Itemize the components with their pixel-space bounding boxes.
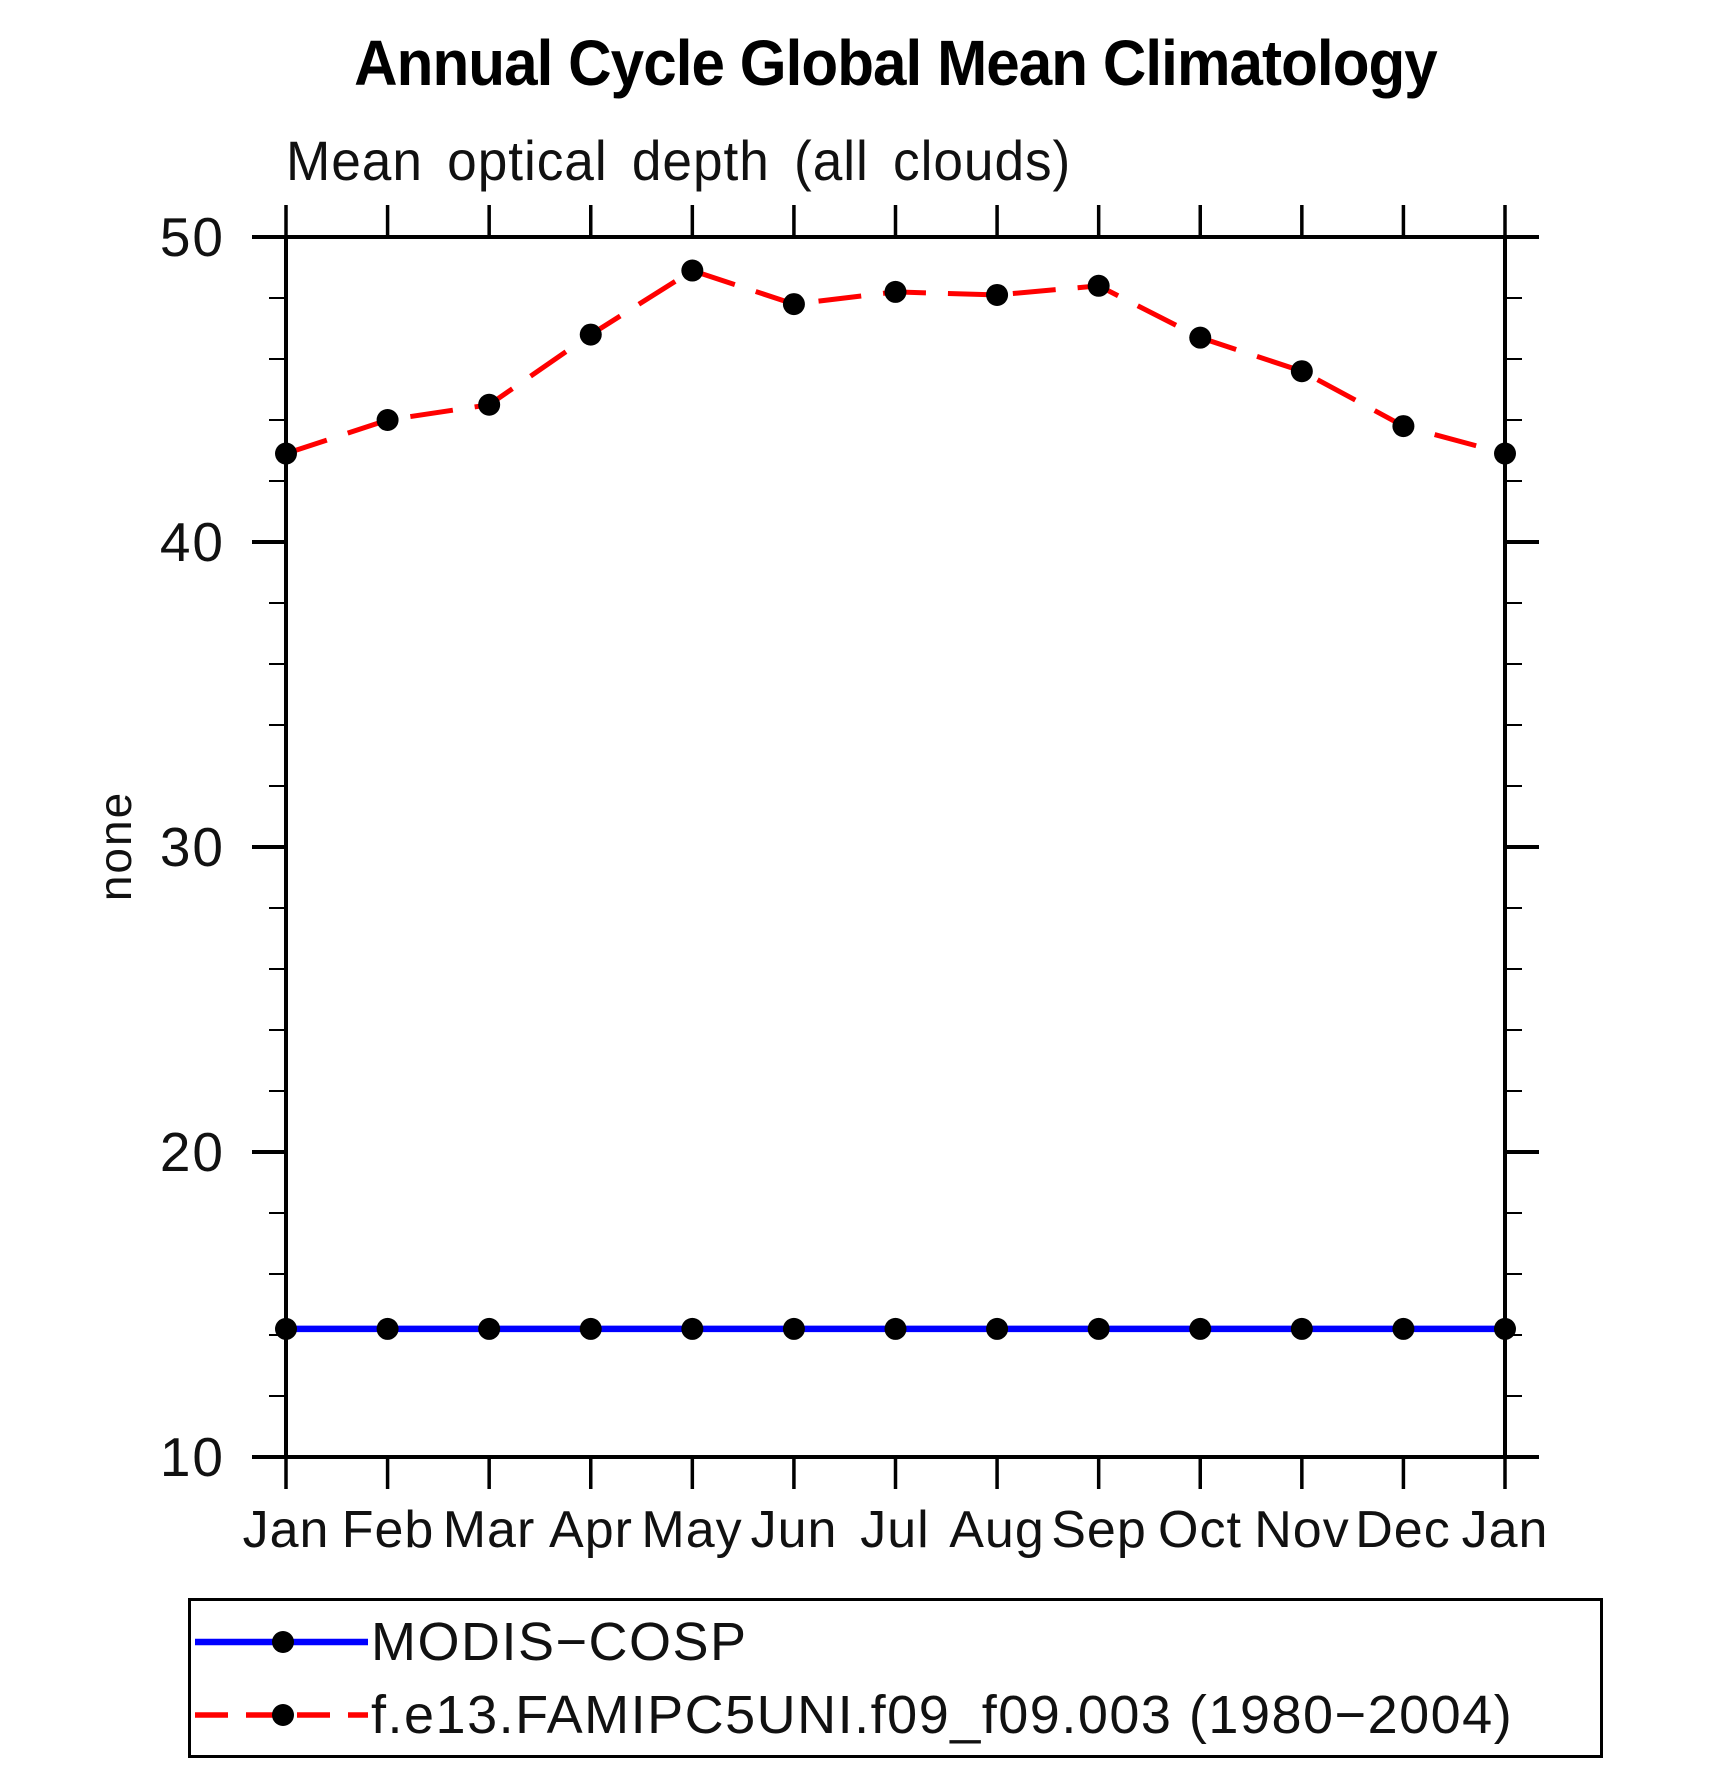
x-tick-label-may: May bbox=[641, 1501, 743, 1559]
legend-label-model-run: f.e13.FAMIPC5UNI.f09_f09.003 (1980−2004) bbox=[371, 1685, 1514, 1745]
x-tick-label-sep: Sep bbox=[1051, 1501, 1147, 1559]
x-tick-label-jan: Jan bbox=[242, 1501, 330, 1559]
y-tick-label-20: 20 bbox=[159, 1121, 225, 1183]
y-tick-label-10: 10 bbox=[159, 1426, 225, 1488]
x-tick-label-oct: Oct bbox=[1158, 1501, 1242, 1559]
chart-title: Annual Cycle Global Mean Climatology bbox=[354, 27, 1438, 99]
x-tick-label-aug: Aug bbox=[949, 1501, 1045, 1559]
chart-subtitle: Mean optical depth (all clouds) bbox=[286, 129, 1072, 192]
x-tick-label-jun: Jun bbox=[750, 1501, 838, 1559]
x-tick-label-feb: Feb bbox=[341, 1501, 435, 1559]
x-tick-label-apr: Apr bbox=[549, 1501, 633, 1559]
legend-marker-modis-cosp bbox=[195, 1631, 368, 1653]
x-tick-label-jul: Jul bbox=[860, 1501, 930, 1559]
legend-marker-model-run bbox=[195, 1704, 368, 1726]
x-tick-label-jan2: Jan bbox=[1461, 1501, 1549, 1559]
y-tick-label-50: 50 bbox=[159, 206, 225, 268]
x-tick-label-nov: Nov bbox=[1254, 1501, 1350, 1559]
x-tick-label-mar: Mar bbox=[442, 1501, 536, 1559]
y-tick-label-40: 40 bbox=[159, 511, 225, 573]
y-tick-label-30: 30 bbox=[159, 816, 225, 878]
legend-label-modis-cosp: MODIS−COSP bbox=[371, 1612, 748, 1672]
x-tick-label-dec: Dec bbox=[1355, 1501, 1451, 1559]
legend: MODIS−COSP f.e13.FAMIPC5UNI.f09_f09.003 … bbox=[188, 1598, 1603, 1758]
